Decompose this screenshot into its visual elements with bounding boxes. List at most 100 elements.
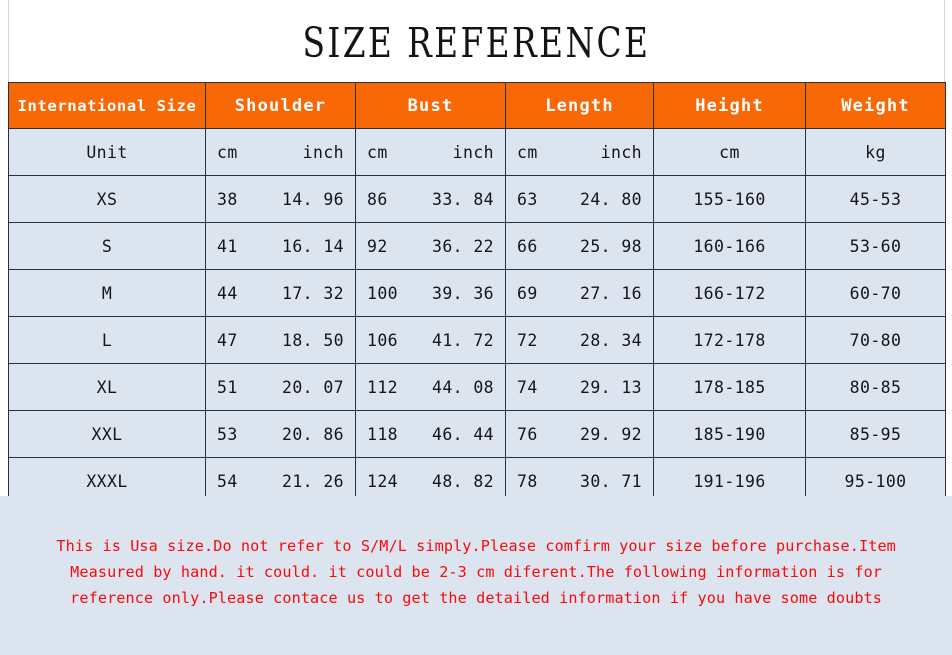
row-shoulder: 47 18. 50 <box>205 316 356 364</box>
row-shoulder: 41 16. 14 <box>205 222 356 270</box>
unit-row: Unit cm inch cm inch cm inch <box>8 128 946 176</box>
row-bust-cm: 100 <box>367 283 399 303</box>
row-length-inch: 29. 92 <box>579 424 642 444</box>
row-shoulder-inch: 18. 50 <box>281 330 344 350</box>
row-height: 178-185 <box>653 363 806 411</box>
row-size: XL <box>8 363 206 411</box>
row-bust-inch: 48. 82 <box>431 471 494 491</box>
row-length-inch: 28. 34 <box>579 330 642 350</box>
table-body: Unit cm inch cm inch cm inch <box>8 128 946 505</box>
row-bust-inch: 39. 36 <box>431 283 494 303</box>
row-bust: 112 44. 08 <box>355 363 506 411</box>
column-header-shoulder: Shoulder <box>205 82 356 129</box>
row-shoulder-inch: 20. 07 <box>281 377 344 397</box>
row-shoulder: 53 20. 86 <box>205 410 356 458</box>
row-shoulder-cm: 51 <box>217 377 238 397</box>
row-size: XXL <box>8 410 206 458</box>
row-bust-cm: 118 <box>367 424 399 444</box>
table-row: M 44 17. 32 100 39. 36 69 27 <box>8 269 946 317</box>
row-length-inch: 29. 13 <box>579 377 642 397</box>
unit-shoulder-inch: inch <box>302 142 344 162</box>
row-bust-cm: 106 <box>367 330 399 350</box>
unit-bust-cm: cm <box>367 142 388 162</box>
row-weight: 45-53 <box>805 175 946 223</box>
row-length-cm: 66 <box>517 236 538 256</box>
footnote-block: This is Usa size.Do not refer to S/M/L s… <box>0 496 952 655</box>
row-bust-cm: 86 <box>367 189 388 209</box>
unit-length-inch: inch <box>600 142 642 162</box>
unit-shoulder: cm inch <box>205 128 356 176</box>
unit-weight-kg: kg <box>805 128 946 176</box>
footnote-line-2: Measured by hand. it could. it could be … <box>70 563 882 581</box>
table-row: XS 38 14. 96 86 33. 84 63 24 <box>8 175 946 223</box>
row-weight: 53-60 <box>805 222 946 270</box>
column-header-bust: Bust <box>355 82 506 129</box>
row-bust: 118 46. 44 <box>355 410 506 458</box>
row-weight: 85-95 <box>805 410 946 458</box>
table-row: L 47 18. 50 106 41. 72 72 28 <box>8 316 946 364</box>
row-bust: 92 36. 22 <box>355 222 506 270</box>
row-length: 74 29. 13 <box>505 363 654 411</box>
table-header-row: International Size Shoulder Bust Length … <box>8 82 946 129</box>
page-title: SIZE REFERENCE <box>302 18 651 67</box>
row-shoulder-inch: 20. 86 <box>281 424 344 444</box>
row-bust-inch: 41. 72 <box>431 330 494 350</box>
row-length-cm: 76 <box>517 424 538 444</box>
row-shoulder: 38 14. 96 <box>205 175 356 223</box>
row-length: 63 24. 80 <box>505 175 654 223</box>
column-header-height: Height <box>653 82 806 129</box>
row-length-cm: 72 <box>517 330 538 350</box>
row-length-cm: 69 <box>517 283 538 303</box>
row-shoulder-cm: 53 <box>217 424 238 444</box>
row-length-inch: 24. 80 <box>579 189 642 209</box>
row-shoulder-cm: 44 <box>217 283 238 303</box>
row-bust: 100 39. 36 <box>355 269 506 317</box>
row-bust-cm: 124 <box>367 471 399 491</box>
unit-length: cm inch <box>505 128 654 176</box>
row-bust-inch: 46. 44 <box>431 424 494 444</box>
row-size: XS <box>8 175 206 223</box>
unit-bust-inch: inch <box>452 142 494 162</box>
row-weight: 80-85 <box>805 363 946 411</box>
row-height: 172-178 <box>653 316 806 364</box>
column-header-international-size: International Size <box>8 82 206 129</box>
row-size: M <box>8 269 206 317</box>
row-height: 185-190 <box>653 410 806 458</box>
row-length-cm: 74 <box>517 377 538 397</box>
table-row: S 41 16. 14 92 36. 22 66 25. <box>8 222 946 270</box>
row-length-cm: 78 <box>517 471 538 491</box>
row-height: 166-172 <box>653 269 806 317</box>
row-weight: 70-80 <box>805 316 946 364</box>
row-length: 76 29. 92 <box>505 410 654 458</box>
unit-bust: cm inch <box>355 128 506 176</box>
row-size: S <box>8 222 206 270</box>
row-length: 72 28. 34 <box>505 316 654 364</box>
row-bust-inch: 33. 84 <box>431 189 494 209</box>
row-bust-inch: 44. 08 <box>431 377 494 397</box>
unit-height-cm: cm <box>653 128 806 176</box>
row-shoulder-inch: 17. 32 <box>281 283 344 303</box>
row-bust: 106 41. 72 <box>355 316 506 364</box>
size-reference-table: International Size Shoulder Bust Length … <box>8 82 946 505</box>
row-bust: 86 33. 84 <box>355 175 506 223</box>
row-height: 155-160 <box>653 175 806 223</box>
unit-length-cm: cm <box>517 142 538 162</box>
unit-shoulder-cm: cm <box>217 142 238 162</box>
row-shoulder-inch: 14. 96 <box>281 189 344 209</box>
row-weight: 60-70 <box>805 269 946 317</box>
row-length-inch: 30. 71 <box>579 471 642 491</box>
row-length: 66 25. 98 <box>505 222 654 270</box>
row-shoulder-inch: 16. 14 <box>281 236 344 256</box>
row-bust-cm: 92 <box>367 236 388 256</box>
row-height: 160-166 <box>653 222 806 270</box>
unit-label: Unit <box>8 128 206 176</box>
table-row: XL 51 20. 07 112 44. 08 74 2 <box>8 363 946 411</box>
row-length-inch: 25. 98 <box>579 236 642 256</box>
row-length-inch: 27. 16 <box>579 283 642 303</box>
row-shoulder-cm: 47 <box>217 330 238 350</box>
row-bust-inch: 36. 22 <box>431 236 494 256</box>
row-shoulder-cm: 38 <box>217 189 238 209</box>
footnote-line-1: This is Usa size.Do not refer to S/M/L s… <box>56 537 896 555</box>
title-band: SIZE REFERENCE <box>8 0 945 82</box>
